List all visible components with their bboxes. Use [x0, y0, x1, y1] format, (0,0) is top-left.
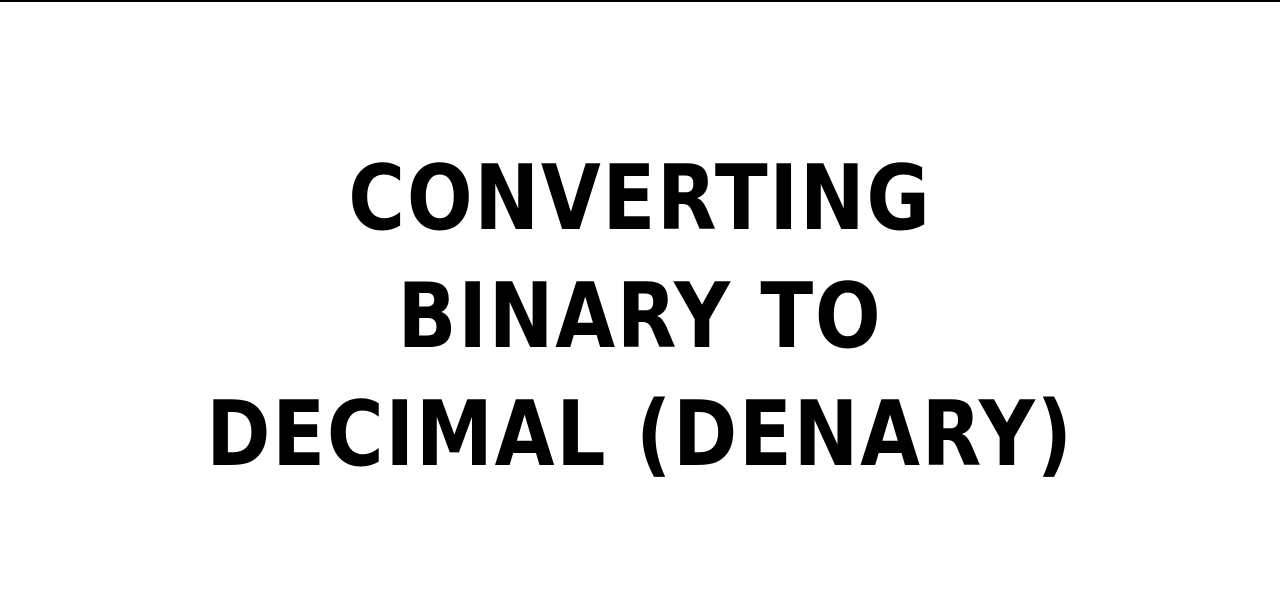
slide-title: CONVERTING BINARY TO DECIMAL (DENARY) [0, 140, 1280, 494]
title-line-1: CONVERTING [348, 146, 932, 251]
title-line-2: BINARY TO [397, 264, 883, 369]
top-border [0, 0, 1280, 2]
title-line-3: DECIMAL (DENARY) [206, 382, 1074, 487]
